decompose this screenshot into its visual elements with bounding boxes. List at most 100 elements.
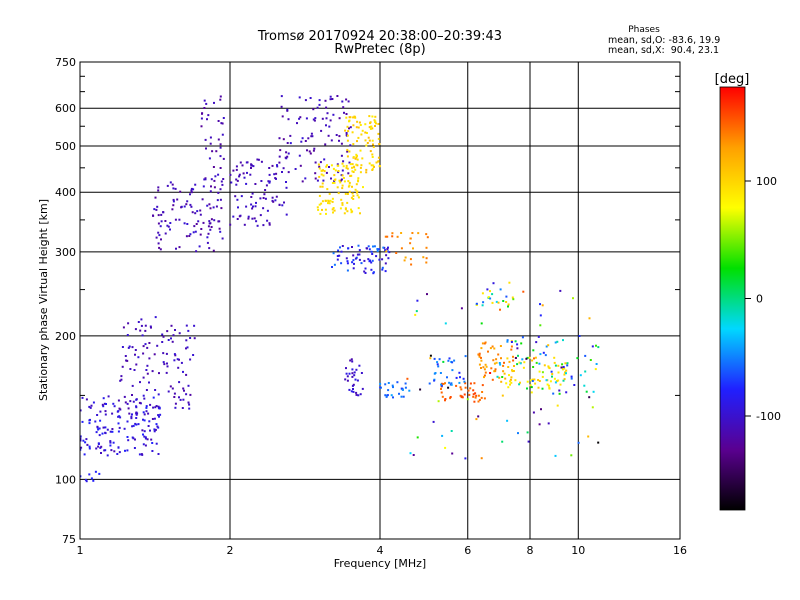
data-point — [321, 208, 323, 211]
data-point — [494, 368, 497, 371]
data-point — [251, 164, 253, 167]
data-point — [219, 155, 222, 158]
colorbar-tick-label: -100 — [756, 410, 781, 423]
data-point — [363, 259, 366, 262]
data-point — [326, 112, 329, 115]
data-point — [268, 223, 271, 226]
data-point — [316, 106, 319, 109]
data-point — [144, 324, 147, 327]
data-point — [156, 344, 159, 347]
data-point — [111, 428, 114, 430]
data-point — [328, 192, 331, 195]
data-point — [338, 135, 341, 138]
data-point — [154, 389, 157, 391]
data-point — [414, 313, 417, 316]
data-point — [363, 270, 366, 273]
data-point — [242, 172, 245, 175]
data-point — [280, 95, 283, 98]
data-point — [348, 161, 351, 164]
data-point — [466, 398, 469, 401]
data-point — [325, 124, 327, 127]
data-point — [181, 407, 184, 409]
data-point — [439, 372, 442, 374]
data-point — [369, 150, 372, 153]
data-point — [387, 382, 390, 384]
data-point — [134, 349, 137, 351]
data-point — [123, 427, 126, 430]
data-point — [174, 187, 177, 190]
data-point — [371, 127, 374, 130]
data-point — [172, 334, 175, 337]
data-point — [144, 436, 147, 439]
data-point — [520, 342, 523, 345]
data-point — [409, 258, 412, 261]
data-point — [348, 181, 351, 184]
data-point — [354, 257, 357, 260]
data-point — [339, 181, 342, 184]
data-point — [278, 137, 281, 140]
data-point — [185, 235, 188, 238]
data-point — [384, 249, 387, 252]
data-point — [250, 167, 252, 169]
data-point — [500, 380, 503, 383]
data-point — [188, 235, 191, 237]
data-point — [358, 253, 361, 256]
data-point — [408, 389, 411, 392]
data-point — [274, 177, 277, 180]
data-point — [151, 418, 154, 420]
data-point — [324, 208, 327, 211]
data-point — [539, 324, 542, 327]
data-point — [276, 164, 278, 167]
data-point — [241, 164, 244, 167]
data-point — [332, 252, 335, 255]
data-point — [250, 196, 253, 198]
data-point — [540, 408, 542, 411]
data-point — [119, 416, 122, 419]
data-point — [507, 366, 510, 368]
data-point — [350, 196, 353, 199]
data-point — [370, 250, 373, 253]
data-point — [162, 335, 165, 338]
data-point — [101, 403, 104, 406]
data-point — [186, 223, 189, 225]
data-point — [541, 387, 544, 390]
data-point — [287, 118, 290, 121]
data-point — [217, 173, 220, 176]
data-point — [558, 392, 561, 395]
data-point — [336, 186, 339, 189]
data-point — [268, 181, 271, 184]
data-point — [285, 213, 288, 216]
data-point — [353, 371, 356, 374]
data-point — [477, 394, 480, 397]
data-point — [192, 354, 195, 356]
data-point — [537, 335, 540, 338]
data-point — [350, 174, 353, 177]
data-point — [192, 188, 195, 191]
data-point — [128, 345, 131, 348]
data-point — [384, 270, 387, 273]
data-point — [539, 314, 542, 317]
data-point — [159, 248, 162, 251]
data-point — [444, 322, 447, 325]
data-point — [346, 125, 349, 128]
data-point — [506, 339, 509, 342]
data-point — [514, 357, 517, 359]
data-point — [346, 134, 349, 137]
data-point — [251, 192, 254, 195]
data-point — [532, 411, 535, 414]
data-point — [80, 475, 82, 478]
data-point — [587, 435, 590, 438]
data-point — [286, 155, 289, 158]
data-point — [199, 213, 202, 216]
data-point — [425, 233, 428, 236]
data-point — [104, 426, 107, 429]
data-point — [148, 357, 151, 360]
data-point — [345, 367, 347, 370]
data-point — [481, 384, 484, 387]
data-point — [491, 293, 494, 296]
data-point — [522, 366, 525, 369]
data-point — [313, 119, 316, 122]
data-point — [205, 102, 208, 105]
data-point — [95, 431, 98, 434]
data-point — [512, 370, 515, 372]
